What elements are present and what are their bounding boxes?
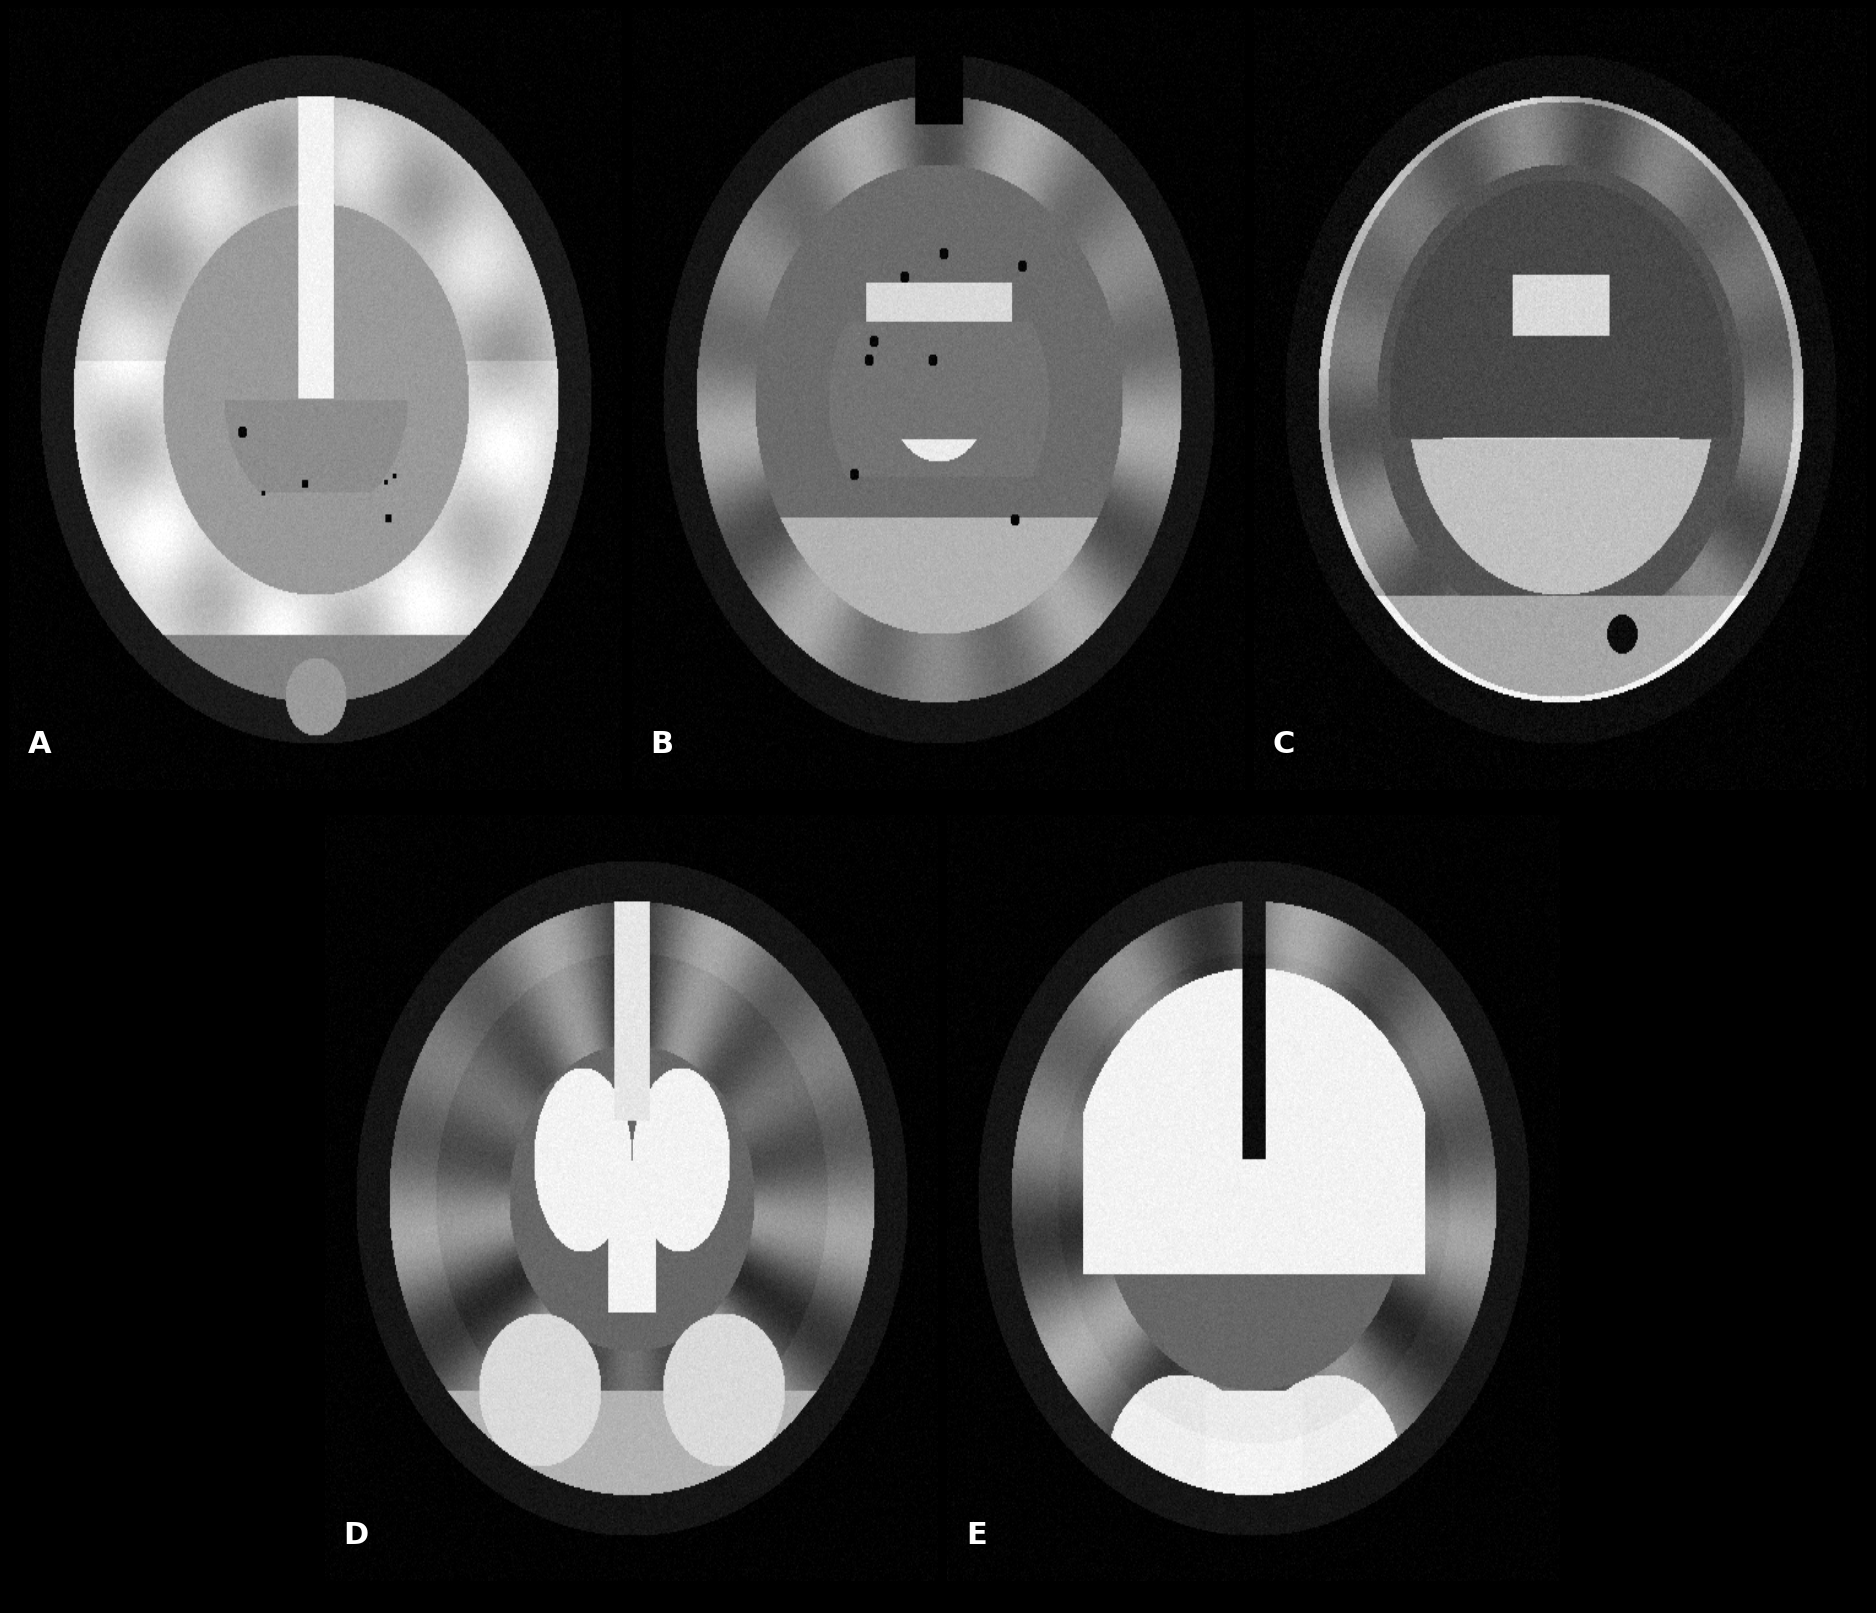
Text: B: B: [649, 731, 673, 760]
Text: C: C: [1272, 731, 1294, 760]
Text: D: D: [343, 1521, 370, 1550]
Text: E: E: [966, 1521, 987, 1550]
Text: A: A: [28, 731, 51, 760]
